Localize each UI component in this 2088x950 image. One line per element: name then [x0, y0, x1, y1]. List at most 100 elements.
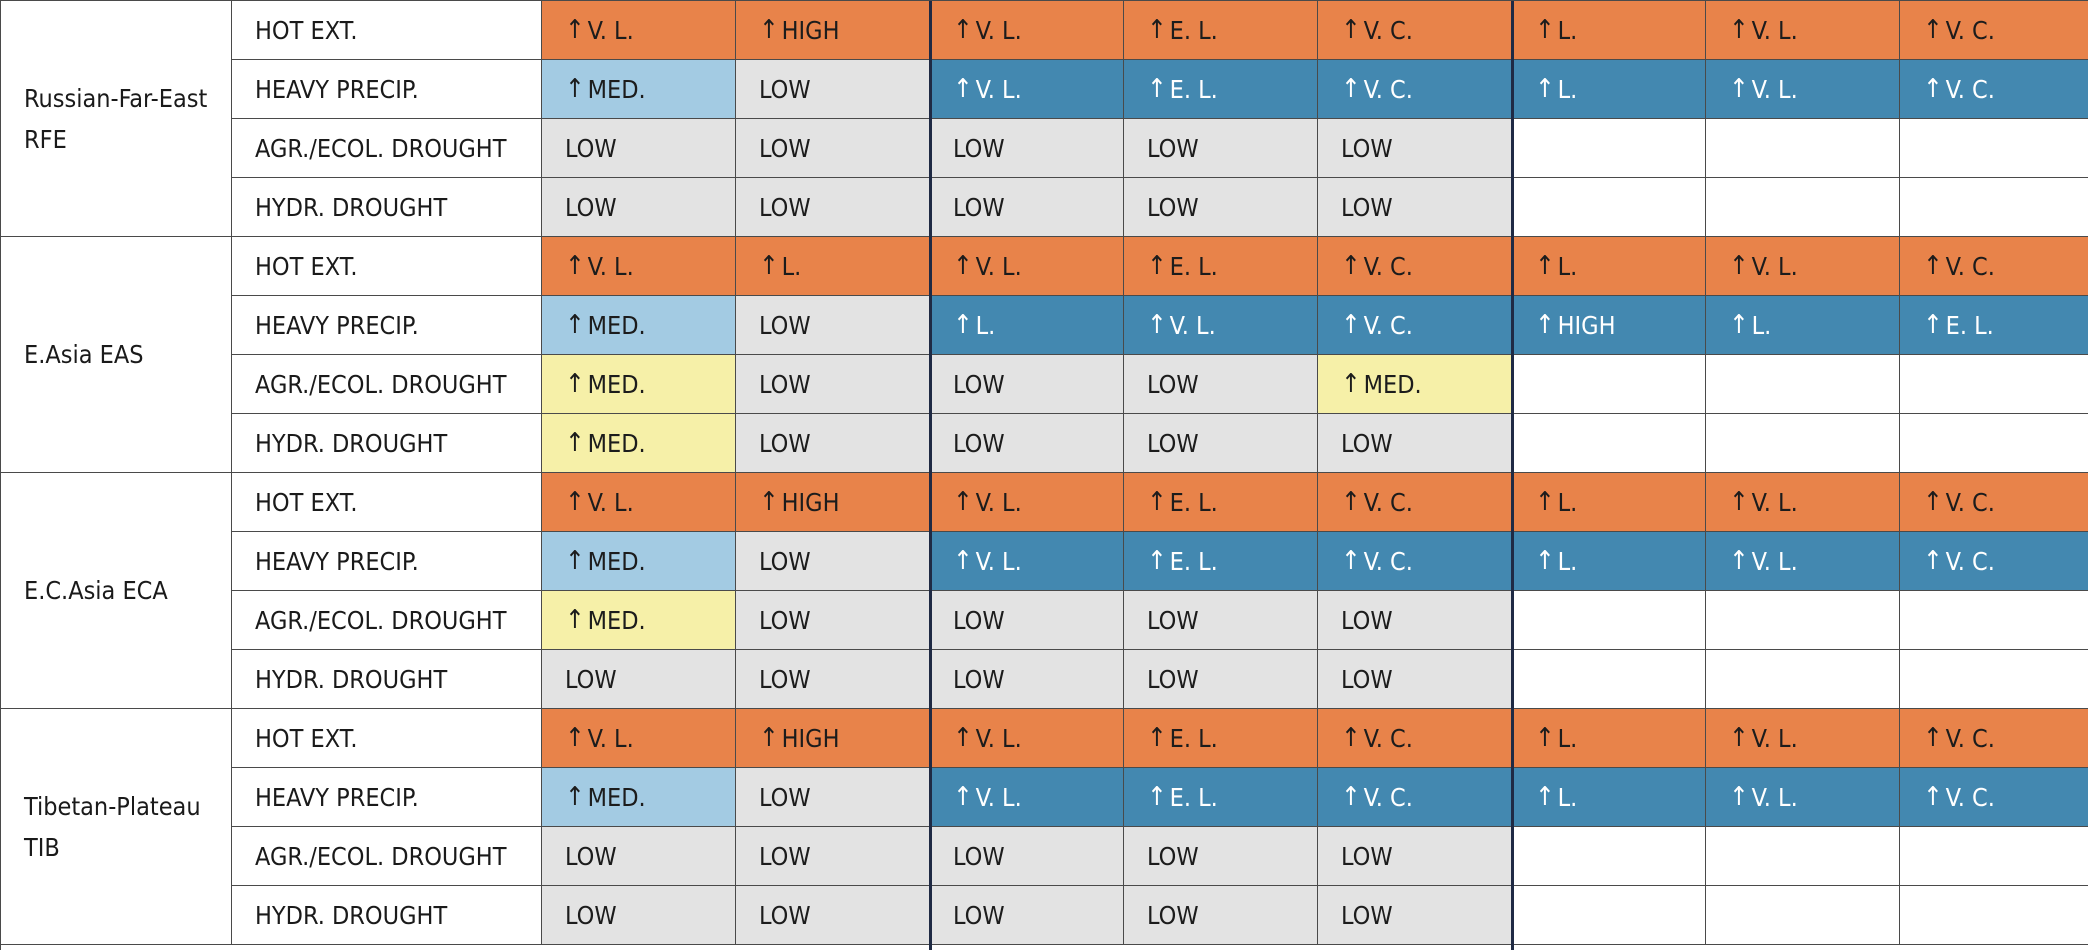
assessment-label: LOW	[1147, 369, 1199, 399]
assessment-cell: LOW	[1124, 414, 1318, 473]
assessment-cell: LOW	[930, 355, 1124, 414]
empty-cell	[1706, 591, 1900, 650]
assessment-label: LOW	[759, 310, 811, 340]
assessment-label: V. C.	[1363, 782, 1413, 812]
assessment-label: LOW	[759, 841, 811, 871]
assessment-label: LOW	[953, 841, 1005, 871]
increase-arrow-icon: ↑	[759, 15, 779, 45]
increase-arrow-icon: ↑	[759, 251, 779, 281]
increase-arrow-icon: ↑	[1535, 782, 1555, 812]
assessment-cell: ↑ MED.	[542, 355, 736, 414]
assessment-cell: LOW	[736, 768, 930, 827]
increase-arrow-icon: ↑	[1147, 546, 1167, 576]
assessment-label: LOW	[565, 192, 617, 222]
assessment-label: LOW	[1147, 133, 1199, 163]
assessment-label: LOW	[953, 192, 1005, 222]
empty-cell	[1900, 414, 2088, 473]
assessment-cell: ↑ V. L.	[1706, 709, 1900, 768]
hazard-label: HOT EXT.	[232, 237, 542, 296]
increase-arrow-icon: ↑	[1147, 723, 1167, 753]
assessment-label: V. L.	[975, 487, 1022, 517]
assessment-cell: ↑ V. L.	[1706, 768, 1900, 827]
hazard-label: AGR./ECOL. DROUGHT	[232, 827, 542, 886]
assessment-label: V. L.	[587, 487, 634, 517]
assessment-label: L.	[781, 251, 802, 281]
assessment-cell: ↑ MED.	[542, 591, 736, 650]
increase-arrow-icon: ↑	[565, 605, 585, 635]
assessment-cell: ↑ V. L.	[930, 473, 1124, 532]
assessment-cell: ↑ V. C.	[1900, 768, 2088, 827]
increase-arrow-icon: ↑	[1341, 251, 1361, 281]
assessment-cell: ↑ V. L.	[1706, 237, 1900, 296]
assessment-label: V. L.	[975, 546, 1022, 576]
empty-cell	[1512, 650, 1706, 709]
increase-arrow-icon: ↑	[1341, 546, 1361, 576]
assessment-cell: LOW	[736, 119, 930, 178]
increase-arrow-icon: ↑	[953, 251, 973, 281]
assessment-cell: ↑ V. C.	[1900, 532, 2088, 591]
assessment-cell: ↑ L.	[1512, 60, 1706, 119]
assessment-label: E. L.	[1169, 251, 1218, 281]
hazard-label: HOT EXT.	[232, 709, 542, 768]
assessment-cell: ↑ V. C.	[1318, 473, 1512, 532]
increase-arrow-icon: ↑	[1341, 369, 1361, 399]
assessment-label: LOW	[759, 133, 811, 163]
assessment-cell: ↑ V. C.	[1318, 296, 1512, 355]
empty-cell	[1512, 591, 1706, 650]
increase-arrow-icon: ↑	[1341, 310, 1361, 340]
assessment-label: LOW	[1341, 133, 1393, 163]
assessment-label: LOW	[759, 74, 811, 104]
assessment-label: LOW	[565, 841, 617, 871]
assessment-cell: LOW	[736, 355, 930, 414]
assessment-cell: ↑ MED.	[542, 296, 736, 355]
increase-arrow-icon: ↑	[953, 546, 973, 576]
empty-cell	[1512, 414, 1706, 473]
assessment-label: LOW	[759, 192, 811, 222]
increase-arrow-icon: ↑	[1535, 15, 1555, 45]
assessment-cell: LOW	[1318, 886, 1512, 945]
assessment-label: LOW	[759, 664, 811, 694]
increase-arrow-icon: ↑	[759, 723, 779, 753]
assessment-label: V. L.	[975, 782, 1022, 812]
assessment-cell: LOW	[736, 60, 930, 119]
assessment-label: V. L.	[1169, 310, 1216, 340]
increase-arrow-icon: ↑	[953, 782, 973, 812]
assessment-cell: ↑ V. L.	[542, 709, 736, 768]
empty-cell	[1706, 178, 1900, 237]
empty-cell	[1512, 178, 1706, 237]
empty-cell	[1900, 650, 2088, 709]
assessment-cell: ↑ L.	[1512, 709, 1706, 768]
assessment-label: LOW	[1147, 605, 1199, 635]
increase-arrow-icon: ↑	[565, 428, 585, 458]
increase-arrow-icon: ↑	[1729, 723, 1749, 753]
assessment-cell: LOW	[542, 178, 736, 237]
assessment-cell: LOW	[736, 532, 930, 591]
assessment-label: LOW	[1147, 192, 1199, 222]
region-label: Russian-Far-East RFE	[1, 1, 232, 237]
assessment-cell: ↑ E. L.	[1124, 60, 1318, 119]
empty-cell	[1900, 591, 2088, 650]
assessment-cell: ↑ V. L.	[930, 237, 1124, 296]
assessment-cell: ↑ MED.	[542, 414, 736, 473]
assessment-label: LOW	[953, 369, 1005, 399]
increase-arrow-icon: ↑	[1729, 15, 1749, 45]
assessment-cell: ↑ V. L.	[542, 473, 736, 532]
assessment-cell: ↑ V. L.	[930, 1, 1124, 60]
assessment-label: V. C.	[1945, 782, 1995, 812]
increase-arrow-icon: ↑	[953, 723, 973, 753]
empty-cell	[1900, 886, 2088, 945]
hazard-label: HEAVY PRECIP.	[232, 60, 542, 119]
increase-arrow-icon: ↑	[1729, 487, 1749, 517]
increase-arrow-icon: ↑	[1535, 723, 1555, 753]
assessment-cell: ↑ V. C.	[1318, 768, 1512, 827]
assessment-cell: ↑ V. L.	[930, 60, 1124, 119]
assessment-cell: ↑ V. L.	[1706, 532, 1900, 591]
assessment-label: V. L.	[1751, 723, 1798, 753]
assessment-label: LOW	[759, 782, 811, 812]
assessment-label: L.	[1557, 251, 1578, 281]
assessment-label: V. L.	[587, 251, 634, 281]
increase-arrow-icon: ↑	[1729, 74, 1749, 104]
assessment-label: V. C.	[1363, 546, 1413, 576]
assessment-label: HIGH	[781, 487, 840, 517]
